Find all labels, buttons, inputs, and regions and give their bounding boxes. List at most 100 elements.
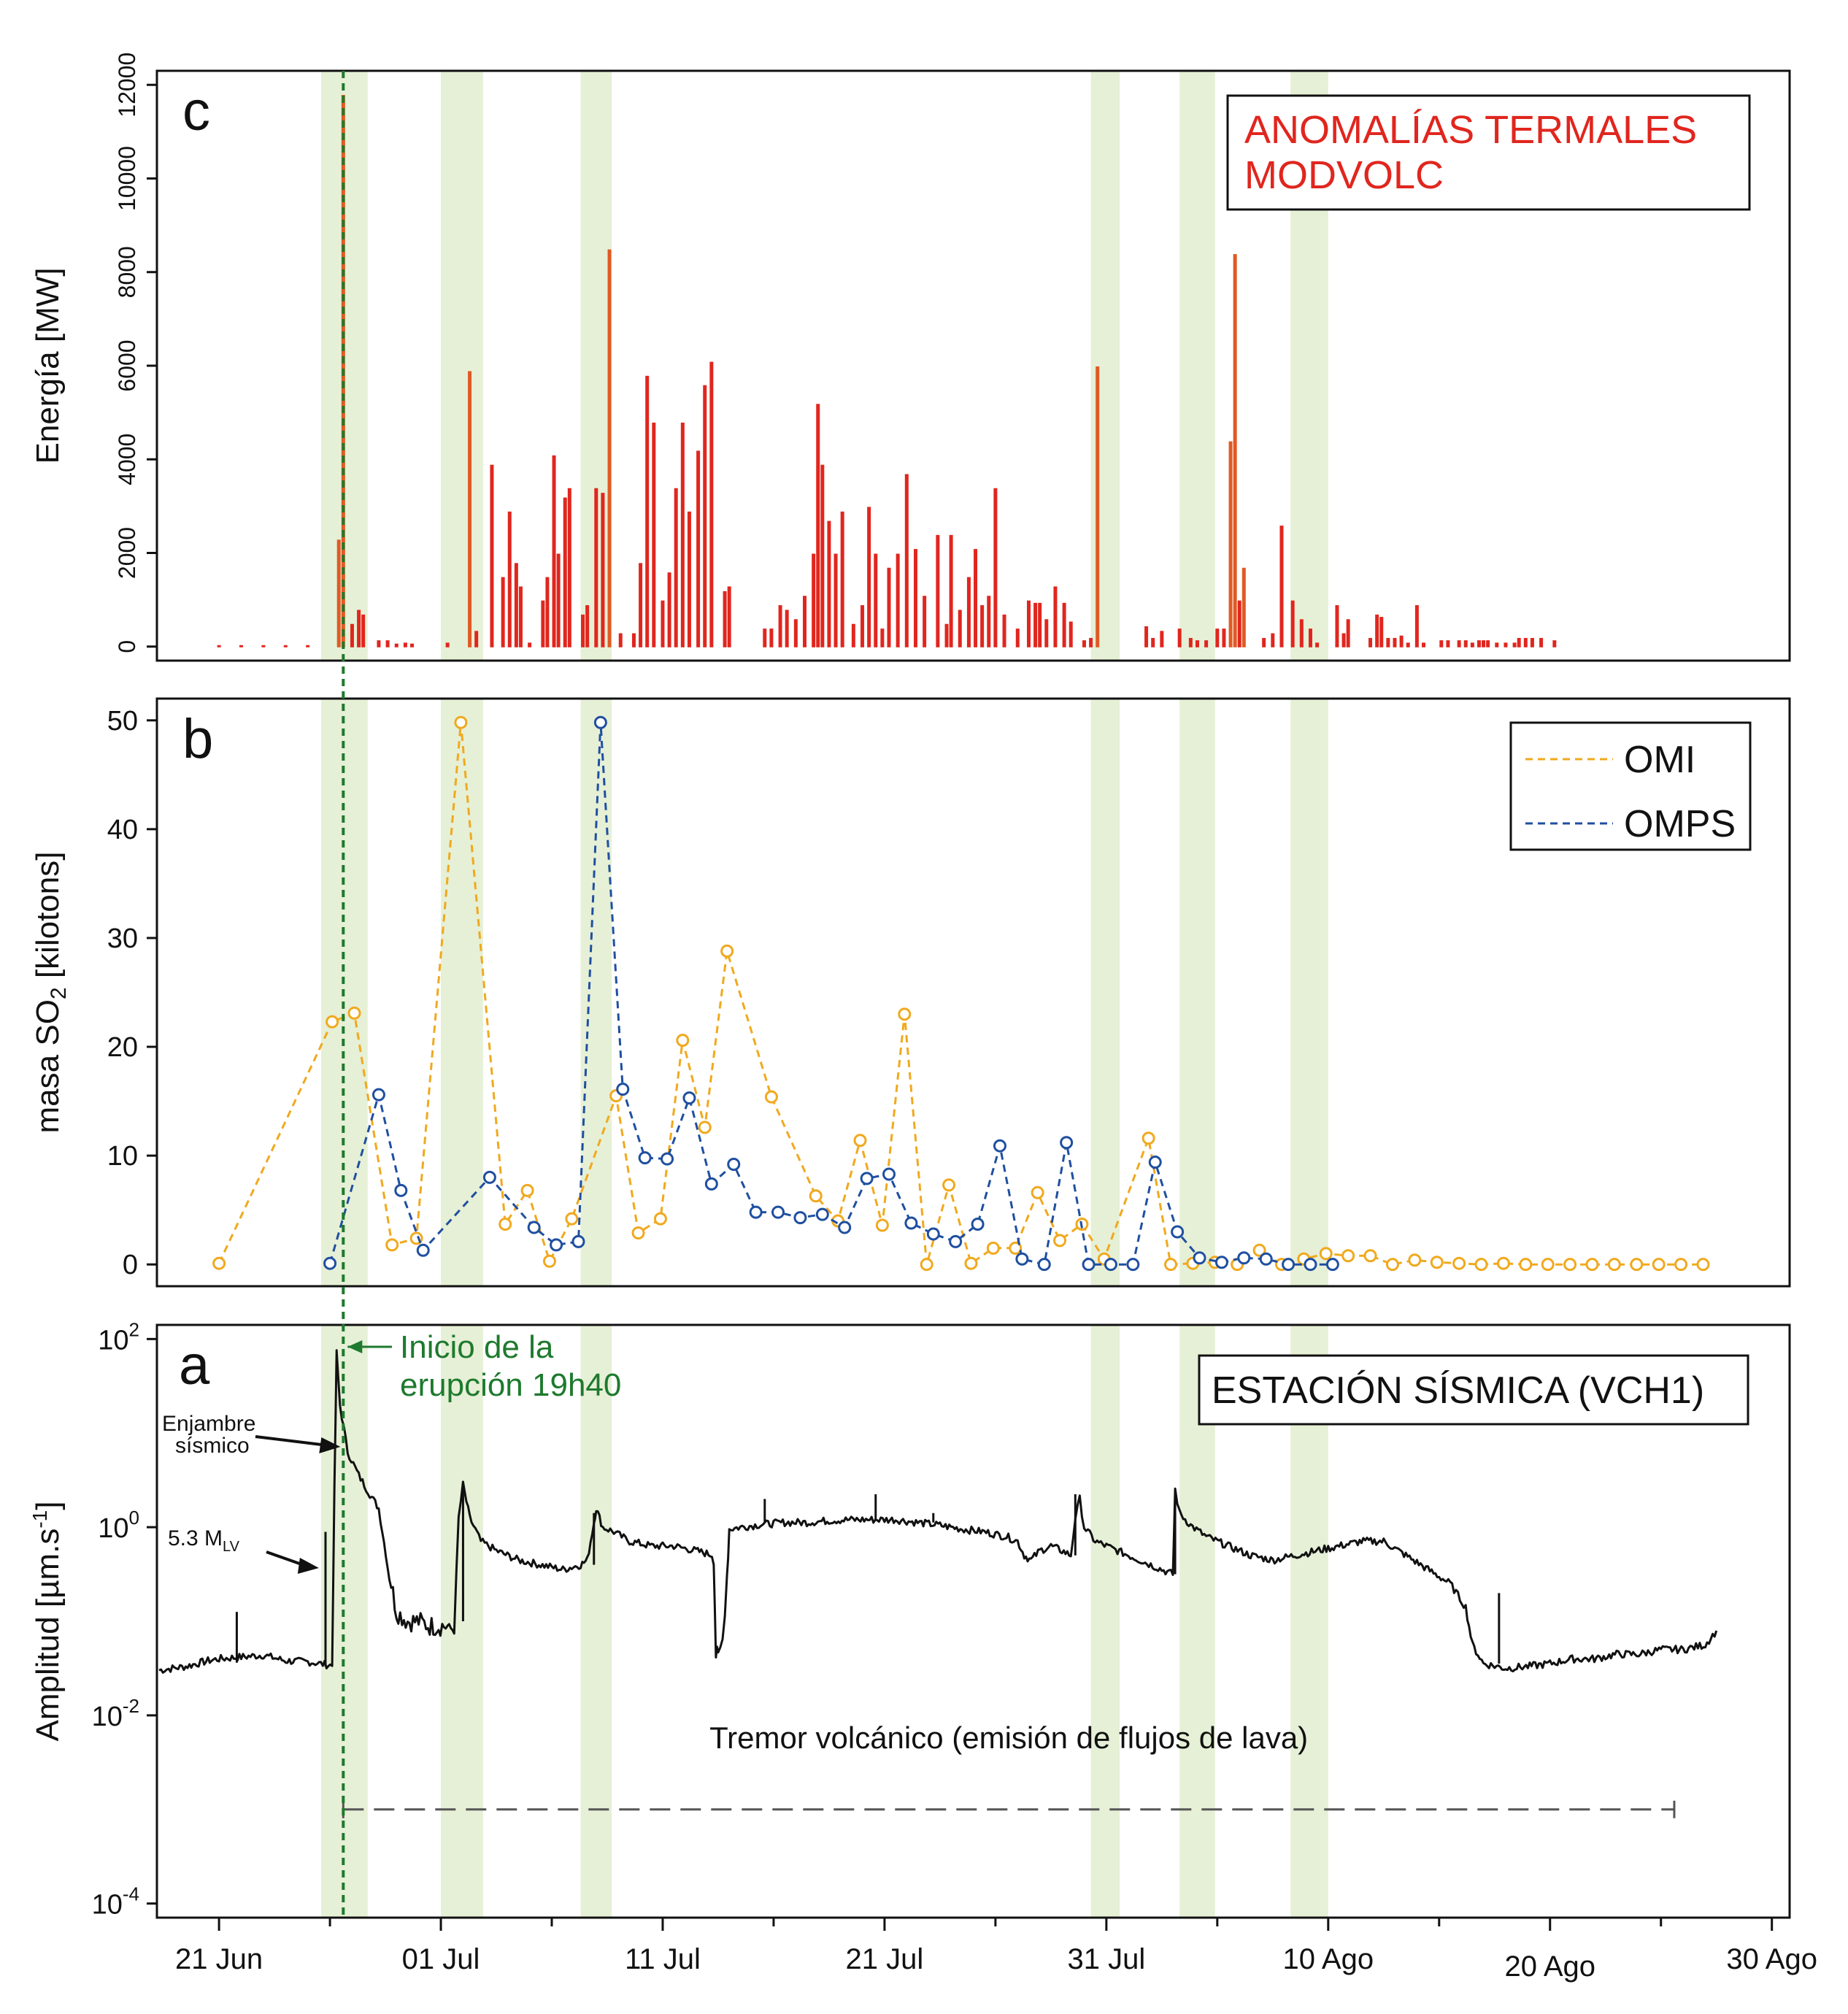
energy-bar [631,633,636,647]
annotation-onset-1: Inicio de la [400,1329,554,1365]
energy-bar [1315,642,1320,647]
energy-bar [674,488,678,647]
y-tick-exponent: 2 [129,1318,139,1340]
energy-bar [785,610,789,647]
legend-box-c [1226,94,1751,211]
y-axis-label-a-main: Amplitud [µm.s [30,1529,66,1742]
energy-bar [217,645,221,647]
data-point-omps [571,1234,585,1248]
energy-bar [357,610,361,647]
y-axis-label-b-main: masa SO [30,999,66,1133]
energy-bar [840,511,844,647]
data-point-omps [1259,1252,1273,1266]
legend-label-omps: OMPS [1624,803,1736,845]
energy-bar [1160,631,1164,647]
data-point-omps [1214,1256,1228,1269]
energy-bar [1399,635,1404,647]
energy-bar [1299,619,1304,647]
y-tick-base: 10 [98,1513,128,1544]
y-tick-label-b: 20 [107,1032,138,1063]
energy-bar [1195,640,1199,647]
data-point-omps [860,1172,874,1185]
y-axis-label-b: masa SO2 [kilotons] [30,852,71,1134]
annotation-swarm-1: Enjambre [162,1412,255,1436]
amplitude-trace [158,1349,1718,1674]
y-axis-label-a: Amplitud [µm.s-1] [28,1501,66,1741]
energy-bar [913,549,917,647]
data-point-omps [661,1152,674,1166]
energy-bar [581,614,585,647]
energy-bar [727,586,731,647]
energy-bar [336,539,341,647]
energy-bar [377,640,381,647]
data-point-omps [616,1083,630,1096]
shared-x-axis: 21 Jun 01 Jul 11 Jul 21 Jul 31 Jul 10 Ago 20 A… [175,1918,1817,1983]
data-point-omi [1430,1256,1444,1269]
energy-bar [1379,617,1384,647]
energy-bar [1530,637,1534,647]
y-tick-exponent: -2 [123,1695,139,1717]
data-point-omi [676,1034,690,1048]
y-tick-label-a: 10-4 [92,1883,139,1921]
data-point-omps [771,1205,785,1219]
data-point-omps [1193,1251,1206,1265]
data-point-omi [520,1183,534,1197]
energy-bar [769,629,774,647]
y-tick-label-a: 100 [98,1507,139,1544]
legend-line-1: ANOMALÍAS TERMALES [1244,108,1697,152]
energy-bar [283,645,288,647]
data-point-omi [631,1226,645,1239]
energy-bar [239,645,243,647]
quake-arrow-head [297,1558,319,1574]
energy-bar [867,507,871,647]
y-axis-label-c: Energía [MW] [30,268,66,464]
x-tick-label: 31 Jul [1067,1943,1145,1975]
data-point-omi [1652,1258,1666,1272]
energy-bar [661,600,665,647]
y-tick-base: 10 [98,1325,128,1356]
energy-bar [874,553,878,647]
data-point-omi [853,1134,867,1148]
data-point-omi [454,715,468,729]
energy-bar [563,497,567,647]
data-point-omps [1171,1225,1185,1239]
y-tick-label-c: 8000 [114,246,140,298]
highlight-bands [320,71,1328,1918]
energy-bar [1015,629,1020,647]
energy-bar [514,563,518,647]
energy-bar [667,572,671,647]
highlight-band-b-2 [441,699,483,1286]
x-tick-label: 20 Ago [1504,1950,1595,1983]
energy-bar [1463,640,1468,647]
data-point-omi [1630,1258,1644,1272]
data-point-omi [1141,1131,1155,1145]
data-point-omps [394,1183,408,1197]
legend-label-a: ESTACIÓN SÍSMICA (VCH1) [1212,1369,1704,1412]
energy-bar [518,586,523,647]
data-point-omi [565,1212,579,1226]
energy-bar [1089,637,1093,647]
y-axis-label-b-tail: [kilotons] [30,852,66,988]
data-point-omi [1674,1258,1688,1272]
y-axis-label-a-tail: ] [30,1501,66,1510]
energy-bar [1439,640,1444,647]
energy-bar [556,553,561,647]
data-point-omps [749,1205,763,1219]
data-point-omi [809,1189,823,1203]
legend-line-2: MODVOLC [1244,153,1444,197]
data-point-omi [542,1254,556,1268]
data-point-omps [882,1167,896,1181]
energy-bar [1228,441,1233,647]
energy-bar [974,549,978,647]
energy-bar [993,488,998,647]
energy-bar [594,488,598,647]
energy-bar [645,375,650,647]
energy-bar [607,249,612,647]
y-tick-label-c: 4000 [114,434,140,485]
energy-bar [507,511,512,647]
data-point-omi [898,1007,912,1021]
data-point-omi [1519,1258,1533,1272]
energy-bar [261,645,266,647]
data-point-omps [593,715,607,729]
